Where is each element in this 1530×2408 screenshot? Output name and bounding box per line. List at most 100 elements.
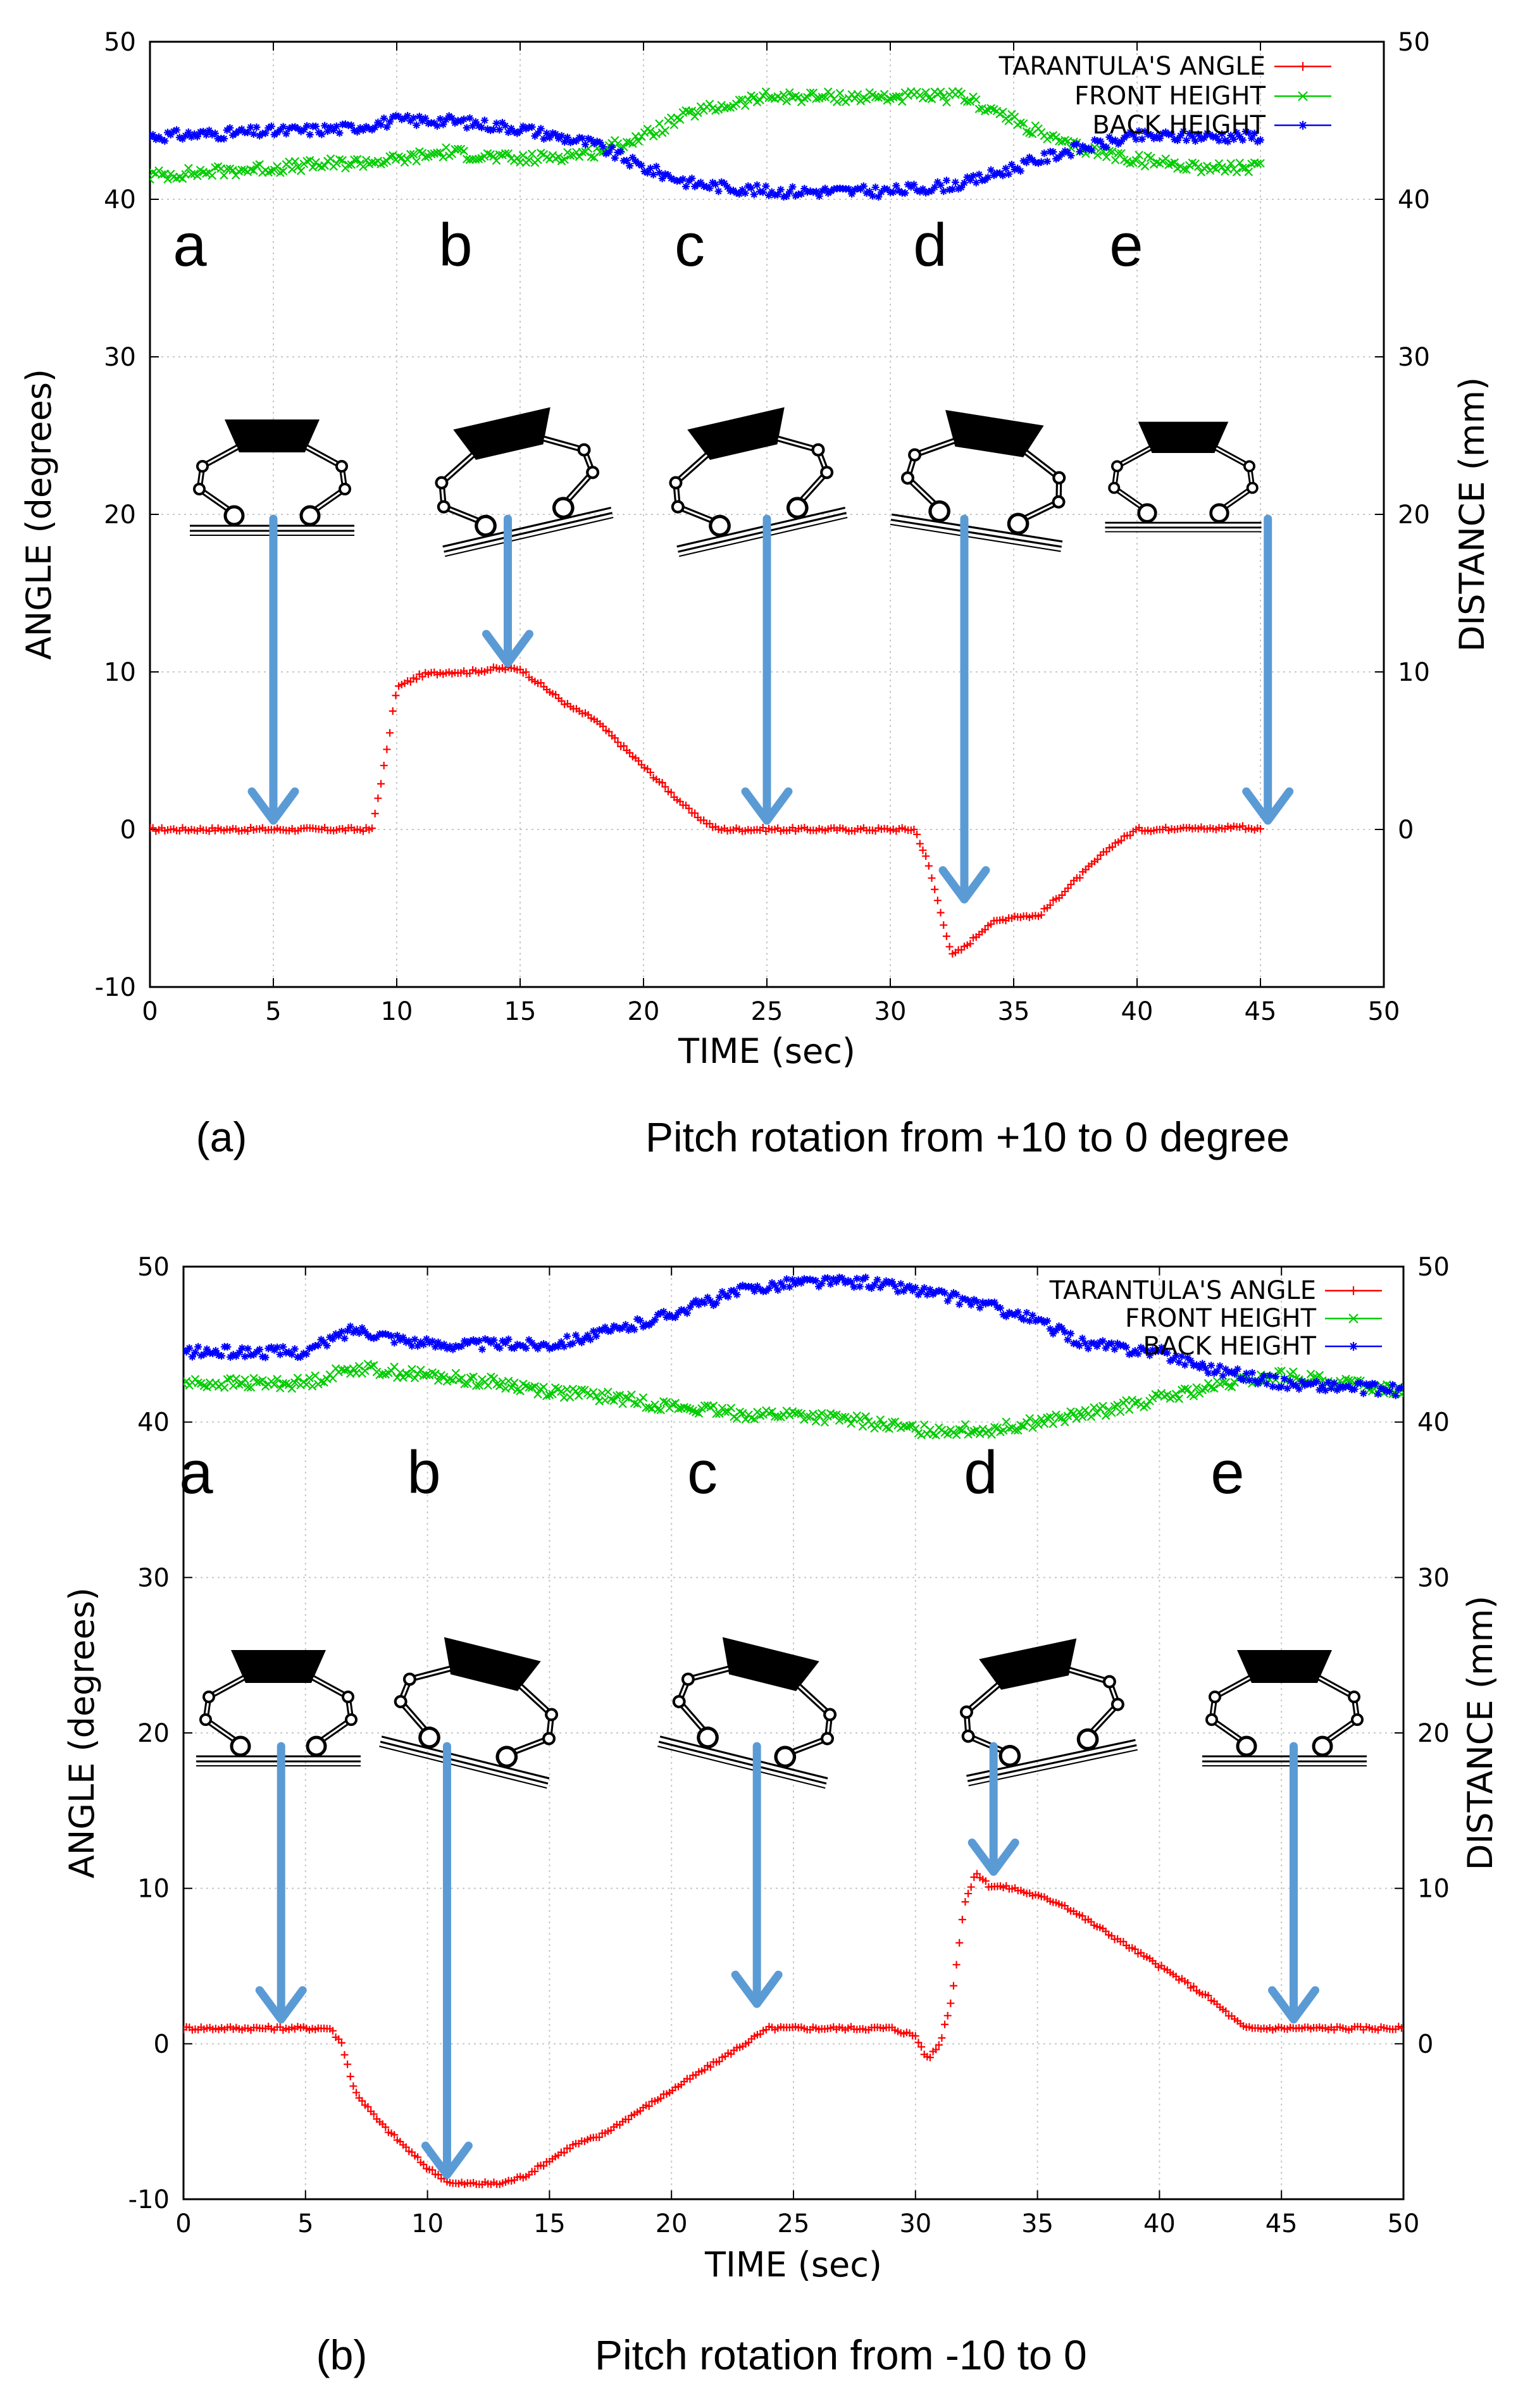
x-tick-label: 20: [628, 997, 660, 1026]
phase-label-b: b: [407, 1439, 440, 1506]
x-tick-label: 25: [751, 997, 783, 1026]
robot-diagram-d: [890, 404, 1080, 551]
x-tick-label: 45: [1245, 997, 1277, 1026]
phase-arrow-head-a: [247, 787, 299, 825]
legend-marker-1: [1348, 1313, 1359, 1324]
y-tick-label: 0: [154, 2030, 170, 2059]
legend-label-2: BACK HEIGHT: [1092, 111, 1266, 140]
panel-a: 0 5 10 15 20 25 30 35 40 45 50-1001020304050010203…: [19, 28, 1492, 1160]
y-tick-label: 40: [104, 185, 136, 214]
legend-marker-1: [1298, 91, 1308, 101]
y2-tick-label: 30: [1417, 1563, 1450, 1592]
robot-diagram-e: [1105, 422, 1262, 532]
y-tick-label: 40: [137, 1408, 170, 1437]
y-tick-label: 20: [104, 500, 136, 530]
x-axis-label: TIME (sec): [704, 2245, 882, 2285]
panel-caption: Pitch rotation from -10 to 0: [595, 2331, 1087, 2378]
x-tick-label: 30: [874, 997, 907, 1026]
panel-caption: Pitch rotation from +10 to 0 degree: [645, 1114, 1290, 1160]
legend-marker-0: [1298, 62, 1307, 71]
legend-label-1: FRONT HEIGHT: [1074, 82, 1266, 111]
y-tick-label: 50: [104, 28, 136, 57]
phase-arrow-head-c: [741, 787, 793, 825]
x-tick-label: 0: [175, 2209, 191, 2238]
series-2-markers: [150, 111, 1264, 201]
y2-tick-label: 50: [1417, 1253, 1450, 1282]
robot-diagram-d: [943, 1631, 1138, 1786]
phase-arrow-head-d: [967, 1838, 1019, 1876]
x-tick-label: 10: [381, 997, 413, 1026]
y2-tick-label: 40: [1417, 1408, 1450, 1437]
y2-tick-label: 10: [1417, 1875, 1450, 1904]
x-tick-label: 5: [297, 2209, 313, 2238]
y2-tick-label: 20: [1398, 500, 1430, 530]
y2-axis-label: DISTANCE (mm): [1452, 377, 1492, 652]
y2-tick-label: 0: [1398, 816, 1414, 845]
x-tick-label: 40: [1121, 997, 1154, 1026]
x-tick-label: 30: [899, 2209, 931, 2238]
robot-diagram-c: [652, 399, 847, 557]
y2-tick-label: 10: [1398, 658, 1430, 687]
legend-marker-2: [1298, 121, 1307, 130]
phase-arrow-head-d: [938, 866, 990, 903]
phase-label-c: c: [675, 211, 705, 279]
x-tick-label: 35: [1021, 2209, 1054, 2238]
panel-b: 0 5 10 15 20 25 30 35 40 45 50-1001020304050010203…: [62, 1253, 1500, 2378]
legend-marker-0: [1349, 1286, 1358, 1295]
robot-diagram-b: [418, 399, 613, 557]
x-tick-label: 0: [142, 997, 158, 1026]
series-1-markers: [183, 1360, 1403, 1440]
phase-label-c: c: [687, 1439, 718, 1506]
x-tick-label: 50: [1388, 2209, 1420, 2238]
phase-arrow-head-e: [1242, 787, 1294, 825]
x-axis-label: TIME (sec): [678, 1031, 855, 1071]
y-tick-label: 20: [137, 1719, 170, 1748]
y-axis-label: ANGLE (degrees): [19, 369, 59, 660]
y-tick-label: 10: [137, 1875, 170, 1904]
robot-diagram-b: [379, 1629, 576, 1788]
y2-tick-label: 0: [1417, 2030, 1433, 2059]
phase-label-e: e: [1210, 1439, 1244, 1506]
y2-tick-label: 50: [1398, 28, 1430, 57]
legend-label-0: TARANTULA'S ANGLE: [998, 52, 1266, 81]
y-tick-label: -10: [128, 2185, 170, 2214]
y-tick-label: -10: [95, 973, 136, 1002]
legend-label-2: BACK HEIGHT: [1143, 1332, 1316, 1361]
y2-tick-label: 30: [1398, 343, 1430, 372]
panel-label: (a): [196, 1114, 247, 1160]
legend-marker-2: [1349, 1342, 1358, 1351]
x-tick-label: 45: [1266, 2209, 1298, 2238]
y-tick-label: 0: [120, 816, 136, 845]
x-tick-label: 40: [1143, 2209, 1176, 2238]
phase-arrow-head-e: [1267, 1986, 1319, 2024]
plot-area: [150, 87, 1265, 958]
y-tick-label: 30: [137, 1563, 170, 1592]
phase-arrow-head-b: [482, 630, 533, 667]
x-tick-label: 15: [533, 2209, 566, 2238]
series-0-markers: [150, 663, 1264, 958]
robot-diagram-e: [1202, 1650, 1367, 1766]
y2-tick-label: 20: [1417, 1719, 1450, 1748]
phase-label-d: d: [964, 1439, 997, 1506]
legend-label-0: TARANTULA'S ANGLE: [1049, 1276, 1316, 1305]
x-tick-label: 15: [504, 997, 537, 1026]
x-tick-label: 10: [411, 2209, 444, 2238]
phase-arrow-head-a: [255, 1986, 307, 2024]
y-tick-label: 30: [104, 343, 136, 372]
y-tick-label: 50: [137, 1253, 170, 1282]
x-tick-label: 25: [778, 2209, 810, 2238]
plot-area: [183, 1273, 1403, 2188]
phase-label-d: d: [913, 211, 947, 279]
y-tick-label: 10: [104, 658, 136, 687]
phase-label-a: a: [179, 1439, 213, 1506]
y2-axis-label: DISTANCE (mm): [1460, 1596, 1500, 1870]
x-tick-label: 5: [265, 997, 281, 1026]
phase-label-a: a: [173, 211, 207, 279]
phase-label-b: b: [438, 211, 472, 279]
phase-arrow-head-b: [421, 2141, 473, 2179]
legend-label-1: FRONT HEIGHT: [1125, 1304, 1317, 1333]
series-2-markers: [183, 1273, 1403, 1399]
series-0-markers: [183, 1870, 1403, 2188]
phase-arrow-head-c: [731, 1970, 783, 2008]
